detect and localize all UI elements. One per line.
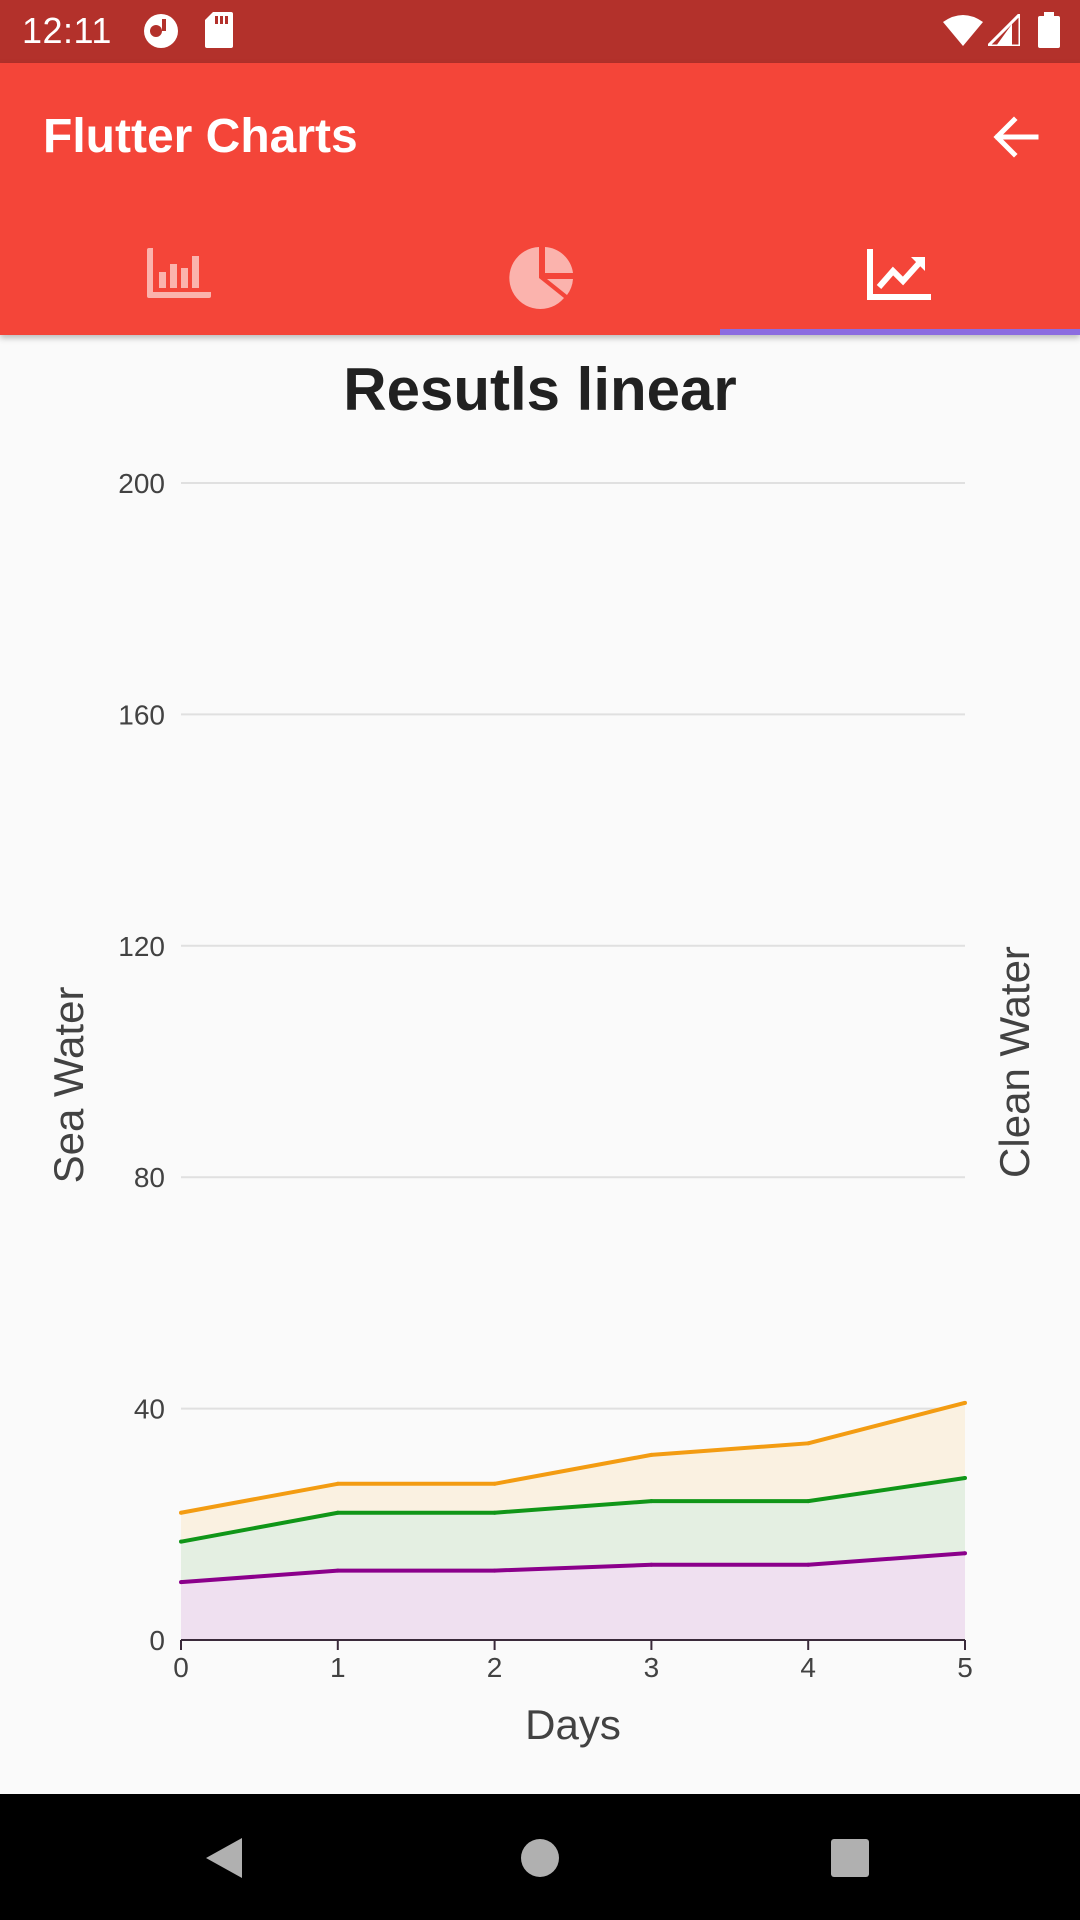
navigation-bar <box>0 1794 1080 1920</box>
data-point <box>806 1441 811 1446</box>
status-time: 12:11 <box>22 10 112 51</box>
data-point <box>179 1539 183 1544</box>
data-point <box>335 1481 340 1486</box>
data-point <box>649 1452 654 1457</box>
series-line-1 <box>180 1476 966 1544</box>
data-point <box>806 1499 811 1504</box>
pie-chart-icon <box>509 247 573 309</box>
line-area-chart: 0 40 80 120 160 200 0 1 2 3 4 5 Days Sea Water Clean W… <box>45 468 1038 1748</box>
status-bar: 12:11 <box>0 0 1080 63</box>
data-point <box>963 1476 967 1481</box>
app-bar: Flutter Charts <box>0 63 1080 335</box>
y-tick-label: 40 <box>134 1394 165 1425</box>
y-tick-label: 0 <box>149 1625 165 1656</box>
recents-nav-icon[interactable] <box>830 1838 870 1883</box>
x-tick-label: 2 <box>487 1652 503 1683</box>
data-point <box>335 1568 340 1573</box>
tab-line-chart[interactable] <box>720 227 1080 335</box>
x-tick-label: 5 <box>957 1652 973 1683</box>
app-title: Flutter Charts <box>43 110 358 163</box>
x-tick-label: 4 <box>800 1652 816 1683</box>
data-point <box>492 1510 497 1515</box>
x-tick-label: 3 <box>644 1652 660 1683</box>
wifi-icon <box>943 14 983 51</box>
data-point <box>649 1499 654 1504</box>
data-point <box>963 1551 967 1556</box>
y-tick-label: 80 <box>134 1162 165 1193</box>
data-point <box>492 1481 497 1486</box>
y-tick-label: 120 <box>118 931 165 962</box>
secondary-y-axis-title: Clean Water <box>991 946 1038 1178</box>
back-nav-icon[interactable] <box>204 1836 244 1885</box>
y-tick-label: 200 <box>118 468 165 499</box>
tab-bar-chart[interactable] <box>0 227 360 335</box>
arrow-back-icon[interactable] <box>990 111 1042 163</box>
tab-pie-chart[interactable] <box>360 227 720 335</box>
battery-icon <box>1038 12 1060 53</box>
data-point <box>179 1580 183 1585</box>
home-nav-icon[interactable] <box>520 1838 560 1883</box>
data-point <box>492 1568 497 1573</box>
y-tick-label: 160 <box>118 699 165 730</box>
x-tick-label: 0 <box>173 1652 189 1683</box>
data-point <box>649 1562 654 1567</box>
bar-chart-icon <box>147 248 211 298</box>
y-axis-title: Sea Water <box>45 987 92 1184</box>
data-point <box>179 1510 183 1515</box>
series-line-0 <box>180 1551 966 1585</box>
x-axis-title: Days <box>525 1701 621 1748</box>
area-fill-series-0 <box>181 1553 965 1640</box>
sd-card-icon <box>205 12 233 53</box>
data-point <box>963 1400 967 1405</box>
chart-title: Resutls linear <box>343 356 737 423</box>
data-point <box>806 1562 811 1567</box>
x-tick-label: 1 <box>330 1652 346 1683</box>
series-line-2 <box>180 1400 966 1515</box>
tab-indicator <box>720 329 1080 335</box>
notification-app-icon <box>142 12 180 55</box>
data-point <box>335 1510 340 1515</box>
line-chart-icon <box>867 249 931 300</box>
